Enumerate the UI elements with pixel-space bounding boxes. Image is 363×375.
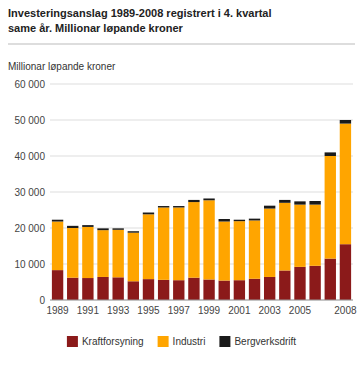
bar-segment <box>67 278 78 300</box>
legend-label: Industri <box>173 336 206 347</box>
bar-segment <box>340 244 351 300</box>
grid-line <box>50 192 353 193</box>
x-tick-label: 1995 <box>137 305 160 316</box>
bar-segment <box>279 200 290 203</box>
bar-segment <box>188 200 199 202</box>
legend-swatch <box>67 336 78 347</box>
grid-line <box>50 120 353 121</box>
grid-line <box>50 264 353 265</box>
separator <box>8 44 355 45</box>
grid-line <box>50 228 353 229</box>
bar-segment <box>188 202 199 278</box>
bar-segment <box>219 281 230 300</box>
bar-segment <box>143 213 154 215</box>
bar-segment <box>294 205 305 267</box>
bar-segment <box>234 220 245 221</box>
x-tick-label: 1989 <box>46 305 69 316</box>
grid-line <box>50 300 353 301</box>
bar-segment <box>173 280 184 300</box>
bar-segment <box>294 267 305 300</box>
bar-segment <box>52 220 63 222</box>
bar-segment <box>309 201 320 205</box>
bar-segment <box>340 124 351 245</box>
bar-segment <box>219 222 230 281</box>
bar-segment <box>203 198 214 200</box>
bar-segment <box>112 228 123 229</box>
legend-swatch <box>219 336 230 347</box>
y-tick-label: 20 000 <box>14 223 45 234</box>
bar-segment <box>128 231 139 232</box>
x-tick-label: 2008 <box>334 305 357 316</box>
legend-label: Bergverksdrift <box>234 336 296 347</box>
bar-segment <box>264 206 275 209</box>
bar-segment <box>173 207 184 280</box>
bar-segment <box>294 201 305 204</box>
legend: Kraftforsyning Industri Bergverksdrift <box>67 336 296 347</box>
bar-segment <box>309 266 320 300</box>
bar-segment <box>67 226 78 228</box>
bar-segment <box>219 219 230 222</box>
bar-segment <box>158 280 169 300</box>
bar-segment <box>97 230 108 277</box>
bar-segment <box>279 270 290 300</box>
x-tick-label: 1991 <box>77 305 100 316</box>
y-axis-label: Millionar løpande kroner <box>8 61 116 72</box>
x-axis-line <box>50 300 353 301</box>
x-tick-label: 1997 <box>168 305 191 316</box>
bar-segment <box>128 233 139 282</box>
y-tick-label: 30 000 <box>14 187 45 198</box>
x-tick-label: 1993 <box>107 305 130 316</box>
bar-segment <box>143 279 154 300</box>
y-tick-label: 50 000 <box>14 115 45 126</box>
bar-segment <box>188 278 199 300</box>
bar-segment <box>279 203 290 271</box>
bar-segment <box>128 281 139 300</box>
grid-line <box>50 156 353 157</box>
bar-segment <box>325 259 336 300</box>
x-tick-label: 2003 <box>259 305 282 316</box>
bar-segment <box>82 278 93 300</box>
bar-segment <box>264 277 275 300</box>
bar-segment <box>112 230 123 278</box>
bar-segment <box>112 277 123 300</box>
bar-segment <box>340 120 351 124</box>
y-tick-label: 40 000 <box>14 151 45 162</box>
legend-label: Kraftforsyning <box>82 336 144 347</box>
bar-segment <box>52 222 63 271</box>
x-tick-label: 2005 <box>289 305 312 316</box>
bar-segment <box>203 200 214 279</box>
bar-segment <box>173 206 184 207</box>
bar-segment <box>52 270 63 300</box>
chart: Investeringsanslag 1989-2008 registrert … <box>0 0 363 375</box>
bar-segment <box>82 225 93 227</box>
bar-segment <box>234 221 245 280</box>
bar-segment <box>203 279 214 300</box>
x-tick-label: 1999 <box>198 305 221 316</box>
y-tick-label: 10 000 <box>14 259 45 270</box>
bar-segment <box>158 206 169 207</box>
bar-segment <box>325 152 336 156</box>
y-tick-label: 60 000 <box>14 79 45 90</box>
bar-segment <box>97 277 108 300</box>
bar-segment <box>143 214 154 279</box>
legend-swatch <box>158 336 169 347</box>
bar-segment <box>82 227 93 278</box>
bar-segment <box>325 156 336 259</box>
grid-line <box>50 84 353 85</box>
bar-segment <box>97 228 108 230</box>
bar-segment <box>67 228 78 278</box>
bars <box>52 120 351 300</box>
bar-segment <box>249 279 260 300</box>
bar-segment <box>234 280 245 300</box>
x-tick-label: 2001 <box>228 305 251 316</box>
bar-segment <box>264 209 275 277</box>
bar-segment <box>158 207 169 279</box>
bar-segment <box>249 220 260 278</box>
bar-segment <box>249 219 260 221</box>
title: Investeringsanslag 1989-2008 registrert … <box>8 7 272 34</box>
bar-segment <box>309 205 320 266</box>
y-tick-label: 0 <box>39 295 45 306</box>
